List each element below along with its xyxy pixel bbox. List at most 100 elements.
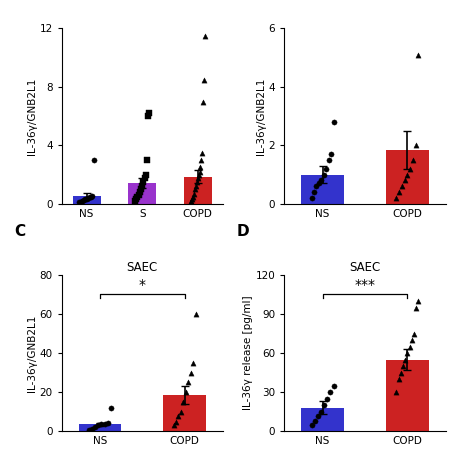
Point — [194, 174, 201, 182]
Point — [104, 419, 111, 426]
Point — [323, 395, 331, 402]
Point — [187, 369, 194, 376]
Point — [320, 171, 328, 178]
Point — [409, 156, 417, 164]
Point — [83, 195, 91, 202]
Point — [308, 194, 315, 202]
Point — [90, 156, 98, 164]
Point — [77, 198, 85, 205]
Point — [196, 168, 203, 175]
Point — [401, 356, 409, 364]
Point — [406, 343, 413, 350]
Point — [325, 156, 332, 164]
Point — [327, 389, 334, 396]
Point — [94, 422, 102, 429]
Bar — [184, 177, 212, 204]
Point — [190, 193, 197, 201]
Point — [195, 171, 202, 178]
Bar — [73, 196, 100, 204]
Point — [313, 182, 320, 190]
Title: SAEC: SAEC — [349, 261, 381, 274]
Point — [191, 190, 198, 197]
Point — [200, 98, 207, 105]
Point — [190, 359, 197, 367]
Point — [79, 197, 86, 205]
Point — [401, 177, 409, 184]
Point — [197, 164, 204, 171]
Point — [143, 156, 151, 164]
Point — [415, 297, 422, 305]
Point — [310, 188, 318, 196]
Point — [201, 76, 208, 83]
Point — [392, 194, 400, 202]
Y-axis label: IL-36γ/GNB2L1: IL-36γ/GNB2L1 — [27, 77, 36, 155]
Point — [80, 196, 88, 204]
Point — [137, 185, 145, 193]
Bar — [386, 360, 428, 431]
Point — [397, 369, 405, 376]
Point — [189, 196, 196, 203]
Point — [408, 337, 416, 344]
Point — [142, 171, 150, 178]
Point — [412, 304, 420, 311]
Point — [98, 421, 105, 428]
Point — [328, 150, 335, 158]
Point — [86, 193, 93, 201]
Point — [134, 193, 141, 201]
Point — [314, 412, 322, 419]
Point — [131, 197, 139, 205]
Point — [107, 404, 115, 411]
Point — [100, 420, 108, 428]
Point — [201, 32, 209, 39]
Point — [308, 421, 315, 428]
Point — [138, 182, 146, 190]
Point — [330, 382, 337, 390]
Bar — [386, 150, 428, 204]
Point — [180, 398, 187, 406]
Point — [132, 196, 140, 203]
Point — [398, 182, 406, 190]
Point — [403, 171, 411, 178]
Bar — [128, 183, 156, 204]
Point — [322, 165, 330, 173]
Point — [136, 188, 144, 196]
Point — [87, 193, 95, 201]
Point — [311, 417, 319, 425]
Point — [193, 178, 201, 186]
Point — [182, 389, 190, 396]
Point — [85, 427, 92, 434]
Point — [412, 142, 419, 149]
Point — [191, 185, 199, 193]
Bar — [301, 174, 344, 204]
Bar — [301, 408, 344, 431]
Text: D: D — [237, 224, 250, 239]
Point — [315, 180, 323, 187]
Point — [415, 51, 422, 59]
Point — [175, 412, 182, 419]
Point — [198, 156, 205, 164]
Bar — [79, 425, 121, 431]
Point — [187, 199, 194, 206]
Point — [395, 188, 403, 196]
Point — [140, 178, 147, 186]
Bar — [164, 395, 206, 431]
Point — [82, 196, 89, 203]
Point — [172, 418, 180, 425]
Point — [406, 165, 414, 173]
Point — [410, 330, 418, 337]
Point — [89, 192, 96, 200]
Y-axis label: IL-36γ/GNB2L1: IL-36γ/GNB2L1 — [256, 77, 266, 155]
Point — [84, 194, 92, 202]
Point — [184, 379, 192, 386]
Text: ***: *** — [355, 278, 375, 292]
Text: C: C — [14, 224, 25, 239]
Point — [395, 375, 402, 383]
Point — [330, 118, 337, 126]
Point — [192, 310, 200, 318]
Y-axis label: IL-36γ/GNB2L1: IL-36γ/GNB2L1 — [27, 314, 36, 392]
Point — [88, 426, 96, 433]
Point — [320, 401, 328, 409]
Point — [392, 389, 400, 396]
Point — [399, 362, 407, 370]
Text: *: * — [139, 278, 146, 292]
